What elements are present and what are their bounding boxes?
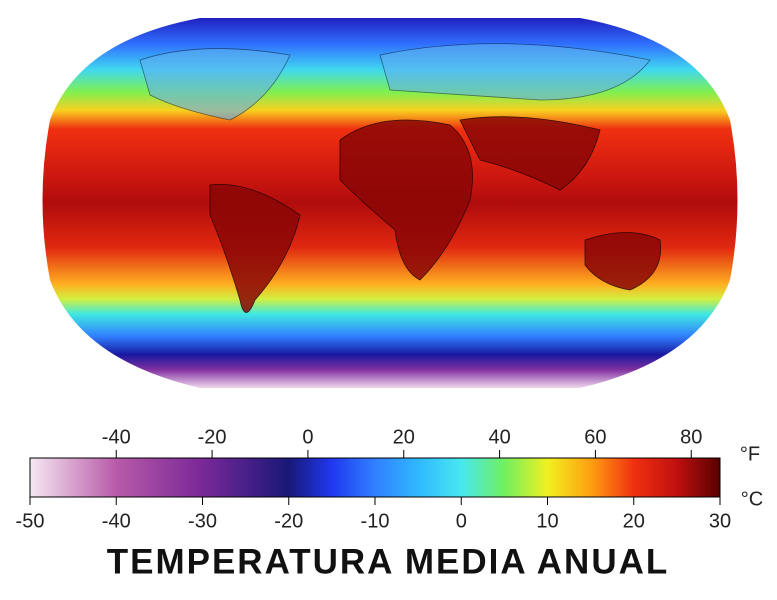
celsius-tick-label: 0 xyxy=(456,510,467,532)
celsius-tick-label: 30 xyxy=(709,510,731,532)
fahrenheit-tick-label: 0 xyxy=(302,426,313,448)
celsius-tick-label: 10 xyxy=(536,510,558,532)
fahrenheit-tick-label: -20 xyxy=(198,426,227,448)
title: TEMPERATURA MEDIA ANUAL xyxy=(107,542,670,581)
fahrenheit-tick-label: 80 xyxy=(680,426,702,448)
celsius-tick-label: -30 xyxy=(188,510,217,532)
celsius-tick-label: -10 xyxy=(361,510,390,532)
fahrenheit-tick-label: 60 xyxy=(584,426,606,448)
celsius-tick-label: -50 xyxy=(16,510,45,532)
fahrenheit-tick-label: 40 xyxy=(488,426,510,448)
celsius-tick-label: 20 xyxy=(623,510,645,532)
fahrenheit-tick-label: 20 xyxy=(393,426,415,448)
celsius-unit: °C xyxy=(741,488,763,510)
fahrenheit-tick-label: -40 xyxy=(102,426,131,448)
fahrenheit-unit: °F xyxy=(740,443,760,465)
celsius-tick-label: -40 xyxy=(102,510,131,532)
colorbar-scale xyxy=(29,457,721,498)
colorbar: -40 -20 0 20 40 60 80 -50 -40 -30 -20 -10 0 10 20 30 xyxy=(16,426,732,532)
world-map xyxy=(42,18,738,388)
celsius-tick-label: -20 xyxy=(274,510,303,532)
